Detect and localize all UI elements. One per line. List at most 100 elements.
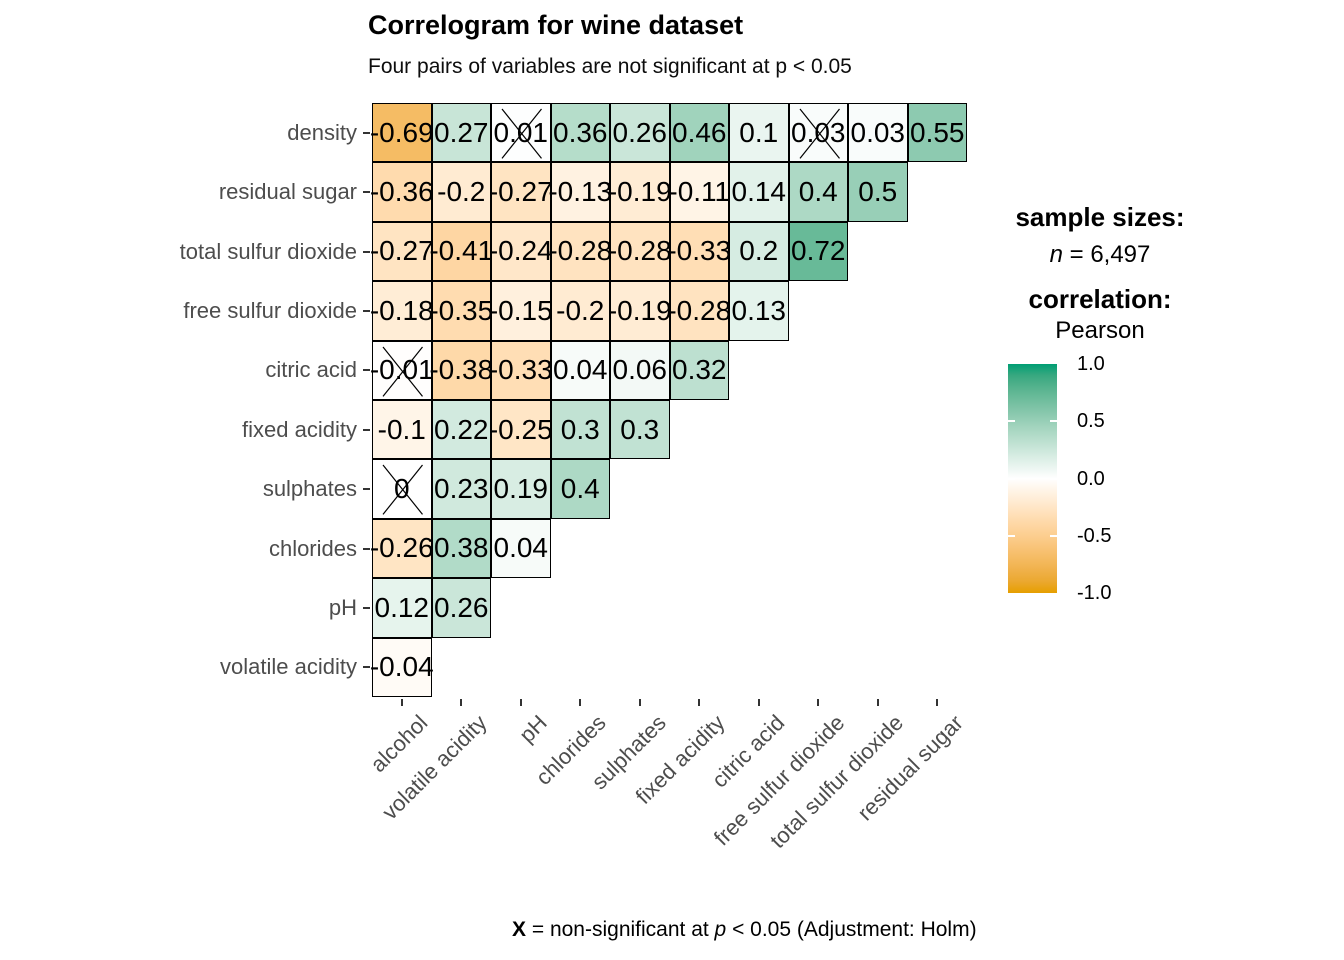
correlation-cell: -0.1 — [372, 400, 432, 460]
correlation-value: 0.46 — [672, 116, 727, 148]
non-significant-x-icon — [799, 108, 840, 159]
correlation-cell: -0.28 — [548, 221, 613, 282]
correlation-value: -0.33 — [488, 354, 553, 386]
correlation-value: -0.01 — [369, 354, 434, 386]
correlation-cell: -0.38 — [429, 340, 493, 400]
correlation-value: 0.01 — [493, 116, 549, 148]
colorbar-tick-label: 0.5 — [1077, 410, 1105, 433]
x-axis-label: pH — [513, 710, 552, 748]
y-axis-tick — [363, 309, 370, 312]
colorbar-tick — [1050, 477, 1057, 480]
y-axis-tick — [363, 250, 370, 253]
correlation-cell: 0.04 — [550, 340, 610, 400]
correlation-cell: 0.3 — [550, 400, 610, 460]
correlation-value: 0.12 — [374, 591, 430, 623]
correlation-value: 0.2 — [739, 235, 779, 267]
x-axis-tick — [400, 699, 403, 706]
caption-x-symbol: X — [512, 918, 527, 941]
y-axis-label: free sulfur dioxide — [183, 297, 357, 323]
correlation-cell: 0.26 — [431, 578, 491, 638]
correlation-value: 0.26 — [612, 116, 668, 148]
correlation-cell: -0.19 — [608, 281, 672, 341]
sample-size-value: n = 6,497 — [1000, 241, 1200, 269]
colorbar-tick-label: 1.0 — [1077, 353, 1105, 375]
x-axis-label: volatile acidity — [377, 710, 492, 825]
y-axis-tick — [363, 488, 370, 491]
correlation-cell: 0.1 — [729, 103, 789, 163]
x-axis-tick — [817, 699, 820, 706]
correlation-value: -0.19 — [607, 176, 672, 208]
correlation-cell: 0.19 — [491, 459, 551, 519]
colorbar-tick — [1050, 420, 1057, 423]
n-symbol: n — [1049, 241, 1063, 268]
correlation-cell: 0.36 — [550, 103, 610, 163]
colorbar-tick — [1050, 534, 1057, 537]
correlation-cell: 0.32 — [669, 340, 729, 400]
x-axis-tick — [876, 699, 879, 706]
chart-title: Correlogram for wine dataset — [368, 10, 744, 40]
colorbar-tick-label: 0.0 — [1077, 467, 1105, 490]
correlation-cell: 0.55 — [907, 103, 967, 163]
correlation-cell: -0.27 — [370, 221, 434, 282]
correlation-value: 0.4 — [560, 473, 600, 505]
correlation-cell: 0.4 — [550, 459, 610, 519]
correlation-cell: 0.04 — [491, 518, 551, 579]
correlation-cell: -0.01 — [369, 340, 434, 400]
caption-suffix: < 0.05 (Adjustment: Holm) — [726, 918, 977, 941]
correlation-value: 0.1 — [739, 116, 779, 148]
correlation-value: -0.28 — [548, 235, 613, 267]
correlation-cell: -0.36 — [370, 162, 434, 222]
correlation-value: -0.35 — [429, 294, 494, 326]
correlation-value: -0.2 — [437, 176, 486, 208]
correlation-value: 0.36 — [553, 116, 608, 148]
correlation-cell: -0.28 — [607, 221, 672, 282]
colorbar-tick — [1008, 534, 1015, 537]
correlation-value: 0.14 — [731, 176, 787, 208]
correlation-cell: 0.14 — [729, 162, 789, 222]
y-axis-tick — [363, 606, 370, 609]
correlation-value: -0.69 — [369, 116, 434, 148]
correlation-value: -0.2 — [556, 294, 605, 326]
y-axis-tick — [363, 428, 370, 431]
correlation-cell: 0.26 — [610, 103, 670, 163]
caption-middle: = non-significant at — [526, 918, 715, 941]
correlation-cell: -0.2 — [431, 162, 491, 222]
correlation-title: correlation: — [1028, 284, 1172, 314]
correlation-cell: 0 — [372, 459, 432, 519]
non-significant-x-icon — [501, 108, 542, 159]
y-axis-label: pH — [328, 594, 357, 620]
correlation-value: -0.28 — [667, 294, 732, 326]
correlation-cell: -0.13 — [548, 162, 613, 222]
correlation-value: -0.28 — [607, 235, 672, 267]
non-significant-x-icon — [382, 346, 423, 397]
correlation-value: 0.22 — [434, 413, 489, 445]
correlation-cell: 0.4 — [788, 162, 848, 222]
y-axis-tick — [363, 369, 370, 372]
correlation-value: 0.72 — [791, 235, 846, 267]
correlation-value: 0.27 — [434, 116, 489, 148]
y-axis-tick — [363, 666, 370, 669]
correlation-cell: 0.27 — [431, 103, 491, 163]
y-axis-label: citric acid — [265, 357, 357, 383]
x-axis-tick — [757, 699, 760, 706]
correlation-method: Pearson — [1055, 317, 1145, 344]
correlation-cell: -0.27 — [489, 162, 553, 222]
x-axis-tick — [460, 699, 463, 706]
y-axis-tick — [363, 131, 370, 134]
correlation-value: 0.5 — [858, 176, 898, 208]
correlation-value: -0.04 — [369, 651, 434, 683]
correlation-value: 0.23 — [434, 473, 489, 505]
correlation-value: 0.03 — [791, 116, 846, 148]
n-value: = 6,497 — [1062, 241, 1151, 268]
y-axis-tick — [363, 547, 370, 550]
x-axis-tick — [579, 699, 582, 706]
correlation-value: -0.33 — [667, 235, 732, 267]
correlation-cell: -0.33 — [488, 340, 553, 400]
correlation-value: -0.11 — [668, 176, 731, 208]
correlation-value: -0.25 — [488, 413, 553, 445]
correlation-cell: 0.2 — [729, 221, 789, 282]
correlation-value: -0.13 — [548, 176, 613, 208]
correlation-value: -0.24 — [488, 235, 553, 267]
y-axis-label: residual sugar — [218, 179, 357, 205]
